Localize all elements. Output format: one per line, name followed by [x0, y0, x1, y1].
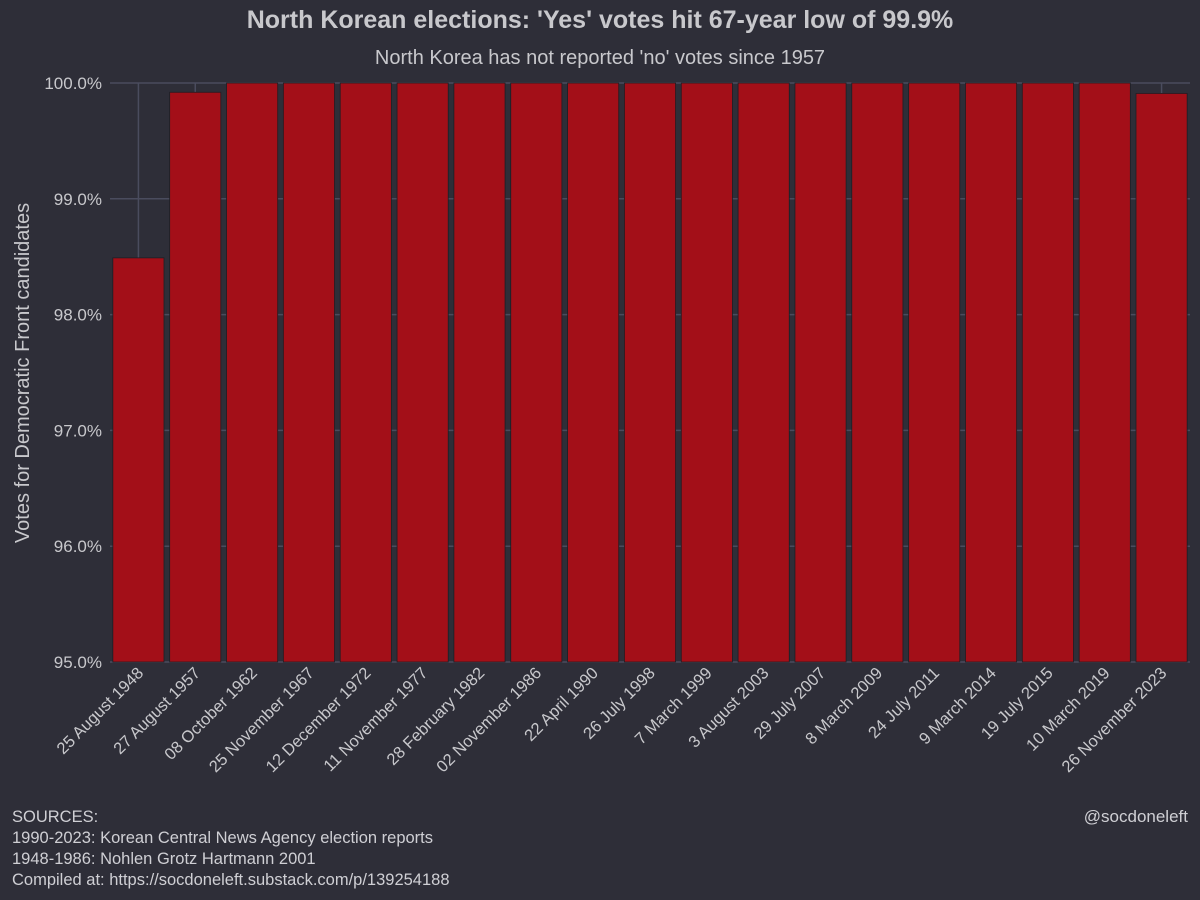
- sources-line: SOURCES:: [12, 808, 99, 826]
- x-tick-label: 26 November 2023: [1058, 664, 1170, 776]
- sources-line: Compiled at: https://socdoneleft.substac…: [12, 871, 450, 889]
- bar: [112, 257, 165, 663]
- x-tick-label: 11 November 1977: [320, 664, 431, 775]
- y-tick-label: 96.0%: [54, 537, 102, 556]
- bar: [908, 82, 961, 663]
- bar: [567, 82, 620, 663]
- sources-line: 1948-1986: Nohlen Grotz Hartmann 2001: [12, 850, 316, 868]
- x-tick-label: 02 November 1986: [433, 664, 545, 776]
- bar: [680, 82, 733, 663]
- y-tick-label: 97.0%: [54, 421, 102, 440]
- bar: [794, 82, 847, 663]
- bar: [1078, 82, 1131, 663]
- bar: [1135, 93, 1188, 663]
- x-tick-label: 25 November 1967: [206, 664, 318, 776]
- x-tick-label: 28 February 1982: [383, 664, 488, 769]
- bar: [226, 82, 279, 663]
- x-tick-label: 12 December 1972: [263, 664, 375, 776]
- bar: [624, 82, 676, 663]
- bar: [1021, 82, 1074, 663]
- sources-block: SOURCES: 1990-2023: Korean Central News …: [12, 807, 450, 891]
- bar: [339, 82, 392, 663]
- chart-title: North Korean elections: 'Yes' votes hit …: [246, 6, 954, 34]
- y-axis-label: Votes for Democratic Front candidates: [12, 203, 34, 543]
- bar: [510, 82, 563, 663]
- bar: [851, 82, 904, 663]
- bar: [396, 82, 449, 663]
- sources-line: 1990-2023: Korean Central News Agency el…: [12, 829, 433, 847]
- chart-subtitle: North Korea has not reported 'no' votes …: [374, 47, 826, 69]
- bar: [169, 91, 222, 663]
- y-tick-labels: 95.0% 96.0% 97.0% 98.0% 99.0% 100.0%: [44, 74, 102, 672]
- y-tick-label: 100.0%: [44, 74, 102, 93]
- y-tick-label: 99.0%: [54, 190, 102, 209]
- y-tick-label: 98.0%: [54, 306, 102, 325]
- bar: [737, 82, 790, 663]
- bar: [965, 82, 1018, 663]
- y-tick-label: 95.0%: [54, 653, 102, 672]
- bars-layer: [112, 82, 1188, 663]
- bar: [453, 82, 506, 663]
- author-handle: @socdoneleft: [1083, 807, 1188, 826]
- bar: [282, 82, 335, 663]
